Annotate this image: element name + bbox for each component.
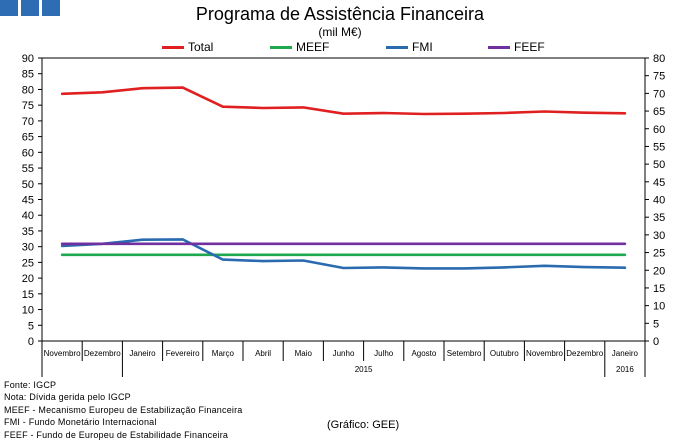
note-fmi: FMI - Fundo Monetário Internacional: [4, 417, 157, 428]
chart-subtitle: (mil M€): [318, 25, 362, 39]
y-tick-label: 15: [22, 289, 34, 301]
chart-credit: (Gráfico: GEE): [327, 419, 400, 431]
y2-tick-label: 25: [653, 248, 665, 260]
x-tick-label: Maio: [295, 349, 313, 358]
series-line-total: [60, 86, 627, 116]
y-tick-label: 75: [22, 100, 34, 112]
legend-swatch-fmi: [386, 45, 408, 49]
y-tick-label: 85: [22, 69, 34, 81]
y2-tick-label: 35: [653, 212, 665, 224]
y2-tick-label: 15: [653, 283, 665, 295]
y-tick-label: 20: [22, 273, 34, 285]
x-tick-label: Setembro: [447, 349, 482, 358]
y-tick-label: 30: [22, 242, 34, 254]
y2-tick-label: 80: [653, 53, 665, 65]
y2-tick-label: 10: [653, 301, 665, 313]
y-tick-label: 55: [22, 163, 34, 175]
y2-tick-label: 50: [653, 159, 665, 171]
y-tick-label: 25: [22, 257, 34, 269]
note-feef: FEEF - Fundo de Europeu de Estabilidade …: [4, 429, 229, 440]
y2-tick-label: 75: [653, 71, 665, 83]
x-tick-label: Dezembro: [84, 349, 121, 358]
legend-swatch-meef: [270, 45, 292, 49]
y2-tick-label: 55: [653, 141, 665, 153]
x-tick-label: Julho: [374, 349, 394, 358]
x-tick-label: Junho: [333, 349, 355, 358]
logo-square: [21, 0, 39, 16]
logo: [0, 0, 60, 16]
chart-legend: Total MEEF FMI FEEF: [0, 40, 680, 54]
legend-item-fmi: FMI: [386, 40, 433, 54]
y-tick-label: 80: [22, 84, 34, 96]
legend-label-feef: FEEF: [514, 40, 545, 54]
legend-item-meef: MEEF: [270, 40, 329, 54]
y-tick-label: 90: [22, 53, 34, 65]
y-tick-label: 35: [22, 226, 34, 238]
y-tick-label: 0: [28, 336, 34, 348]
year-label: 2015: [355, 365, 373, 374]
y-tick-label: 45: [22, 195, 34, 207]
y-tick-label: 60: [22, 147, 34, 159]
legend-swatch-feef: [488, 45, 510, 49]
y2-tick-label: 60: [653, 124, 665, 136]
series-line-fmi: [60, 238, 627, 270]
legend-swatch-total: [162, 45, 184, 49]
y-tick-label: 70: [22, 116, 34, 128]
y2-tick-label: 70: [653, 88, 665, 100]
legend-item-total: Total: [162, 40, 213, 54]
x-tick-label: Março: [212, 349, 235, 358]
year-label: 2016: [616, 365, 634, 374]
x-tick-label: Janeiro: [129, 349, 156, 358]
y2-tick-label: 65: [653, 106, 665, 118]
chart-title: Programa de Assistência Financeira: [195, 4, 485, 24]
note-scope: Nota: Dívida gerida pelo IGCP: [4, 392, 131, 403]
x-tick-label: Agosto: [411, 349, 436, 358]
x-tick-label: Dezembro: [566, 349, 603, 358]
legend-label-meef: MEEF: [296, 40, 330, 54]
legend-label-fmi: FMI: [412, 40, 433, 54]
y2-tick-label: 30: [653, 230, 665, 242]
plot-frame: [41, 57, 646, 342]
legend-item-feef: FEEF: [488, 40, 545, 54]
y-tick-label: 5: [28, 320, 34, 332]
y-tick-label: 65: [22, 132, 34, 144]
y2-tick-label: 45: [653, 177, 665, 189]
x-tick-label: Novembro: [526, 349, 563, 358]
x-tick-label: Janeiro: [612, 349, 639, 358]
footnotes: Fonte: IGCP Nota: Dívida gerida pelo IGC…: [4, 379, 243, 441]
x-tick-label: Novembro: [44, 349, 81, 358]
y-tick-label: 50: [22, 179, 34, 191]
y2-tick-label: 5: [653, 318, 659, 330]
logo-square: [42, 0, 60, 16]
y-tick-label: 10: [22, 305, 34, 317]
legend-label-total: Total: [188, 40, 214, 54]
logo-square: [0, 0, 18, 16]
y2-tick-label: 40: [653, 195, 665, 207]
x-tick-label: Fevereiro: [166, 349, 200, 358]
note-meef: MEEF - Mecanismo Europeu de Estabilizaçã…: [4, 404, 243, 415]
x-tick-label: Outubro: [490, 349, 519, 358]
x-tick-label: Abril: [255, 349, 271, 358]
y2-tick-label: 20: [653, 265, 665, 277]
note-source: Fonte: IGCP: [4, 380, 57, 390]
y-tick-label: 40: [22, 210, 34, 222]
y2-tick-label: 0: [653, 336, 659, 348]
